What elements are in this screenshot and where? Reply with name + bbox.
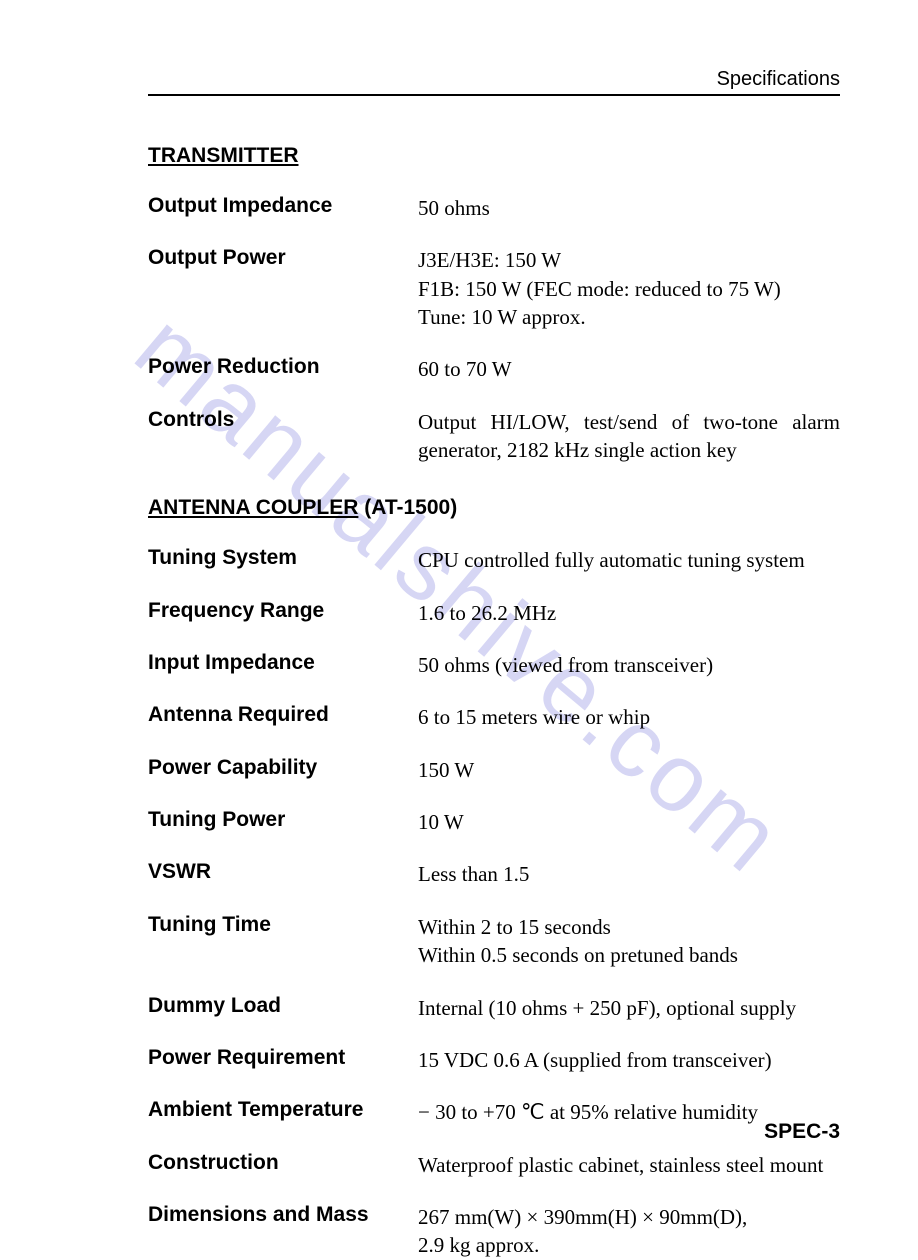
spec-value-line: 60 to 70 W — [418, 355, 840, 383]
spec-row-antenna-required: Antenna Required 6 to 15 meters wire or … — [148, 703, 840, 731]
spec-label: Power Requirement — [148, 1046, 418, 1070]
spec-value-line: J3E/H3E: 150 W — [418, 246, 840, 274]
spec-row-tuning-time: Tuning Time Within 2 to 15 seconds Withi… — [148, 913, 840, 970]
spec-label: Dimensions and Mass — [148, 1203, 418, 1227]
spec-label: VSWR — [148, 860, 418, 884]
spec-value: 60 to 70 W — [418, 355, 840, 383]
section-title-rest: (AT-1500) — [358, 496, 457, 519]
spec-value: 50 ohms — [418, 194, 840, 222]
spec-row-output-impedance: Output Impedance 50 ohms — [148, 194, 840, 222]
spec-value-line: F1B: 150 W (FEC mode: reduced to 75 W) — [418, 275, 840, 303]
spec-label: Frequency Range — [148, 599, 418, 623]
spec-value: 10 W — [418, 808, 840, 836]
spec-value-line: 15 VDC 0.6 A (supplied from transceiver) — [418, 1046, 840, 1074]
spec-value-line: Within 0.5 seconds on pretuned bands — [418, 941, 840, 969]
spec-value-line: Output HI/LOW, test/send of two-tone ala… — [418, 408, 840, 465]
spec-row-power-capability: Power Capability 150 W — [148, 756, 840, 784]
spec-value: 6 to 15 meters wire or whip — [418, 703, 840, 731]
spec-row-dimensions-mass: Dimensions and Mass 267 mm(W) × 390mm(H)… — [148, 1203, 840, 1260]
spec-label: Input Impedance — [148, 651, 418, 675]
spec-row-frequency-range: Frequency Range 1.6 to 26.2 MHz — [148, 599, 840, 627]
spec-row-input-impedance: Input Impedance 50 ohms (viewed from tra… — [148, 651, 840, 679]
spec-row-power-reduction: Power Reduction 60 to 70 W — [148, 355, 840, 383]
spec-value-line: 50 ohms — [418, 194, 840, 222]
spec-value-line: 2.9 kg approx. — [418, 1231, 840, 1259]
spec-value-line: 150 W — [418, 756, 840, 784]
spec-row-construction: Construction Waterproof plastic cabinet,… — [148, 1151, 840, 1179]
spec-value: 1.6 to 26.2 MHz — [418, 599, 840, 627]
spec-label: Tuning System — [148, 546, 418, 570]
spec-label: Ambient Temperature — [148, 1098, 418, 1122]
spec-label: Controls — [148, 408, 418, 432]
page-footer: SPEC-3 — [764, 1120, 840, 1144]
spec-value: J3E/H3E: 150 W F1B: 150 W (FEC mode: red… — [418, 246, 840, 331]
spec-label: Output Impedance — [148, 194, 418, 218]
section-title-underline: ANTENNA COUPLER — [148, 496, 358, 519]
spec-value: Output HI/LOW, test/send of two-tone ala… — [418, 408, 840, 465]
spec-value-line: 6 to 15 meters wire or whip — [418, 703, 840, 731]
spec-row-power-requirement: Power Requirement 15 VDC 0.6 A (supplied… — [148, 1046, 840, 1074]
spec-row-tuning-power: Tuning Power 10 W — [148, 808, 840, 836]
spec-label: Power Capability — [148, 756, 418, 780]
spec-value: Within 2 to 15 seconds Within 0.5 second… — [418, 913, 840, 970]
spec-value: 150 W — [418, 756, 840, 784]
spec-row-controls: Controls Output HI/LOW, test/send of two… — [148, 408, 840, 465]
spec-value-line: 267 mm(W) × 390mm(H) × 90mm(D), — [418, 1203, 840, 1231]
spec-value-line: CPU controlled fully automatic tuning sy… — [418, 546, 840, 574]
section-title-transmitter: TRANSMITTER — [148, 144, 840, 168]
spec-row-vswr: VSWR Less than 1.5 — [148, 860, 840, 888]
spec-value: 15 VDC 0.6 A (supplied from transceiver) — [418, 1046, 840, 1074]
page-header: Specifications — [148, 68, 840, 96]
spec-value-line: 10 W — [418, 808, 840, 836]
spec-row-output-power: Output Power J3E/H3E: 150 W F1B: 150 W (… — [148, 246, 840, 331]
spec-label: Tuning Power — [148, 808, 418, 832]
spec-value-line: Internal (10 ohms + 250 pF), optional su… — [418, 994, 840, 1022]
spec-value: CPU controlled fully automatic tuning sy… — [418, 546, 840, 574]
spec-row-ambient-temperature: Ambient Temperature − 30 to +70 ℃ at 95%… — [148, 1098, 840, 1126]
spec-value: Internal (10 ohms + 250 pF), optional su… — [418, 994, 840, 1022]
header-right-text: Specifications — [717, 68, 840, 91]
spec-label: Output Power — [148, 246, 418, 270]
spec-label: Dummy Load — [148, 994, 418, 1018]
spec-value: 50 ohms (viewed from transceiver) — [418, 651, 840, 679]
spec-value-line: Within 2 to 15 seconds — [418, 913, 840, 941]
spec-value: 267 mm(W) × 390mm(H) × 90mm(D), 2.9 kg a… — [418, 1203, 840, 1260]
page: Specifications TRANSMITTER Output Impeda… — [0, 0, 918, 1188]
spec-value-line: 1.6 to 26.2 MHz — [418, 599, 840, 627]
spec-label: Tuning Time — [148, 913, 418, 937]
spec-label: Power Reduction — [148, 355, 418, 379]
section-title-coupler: ANTENNA COUPLER (AT-1500) — [148, 496, 840, 520]
spec-value-line: Waterproof plastic cabinet, stainless st… — [418, 1151, 840, 1179]
section-title-underline: TRANSMITTER — [148, 144, 299, 167]
spec-label: Construction — [148, 1151, 418, 1175]
spec-value-line: 50 ohms (viewed from transceiver) — [418, 651, 840, 679]
spec-row-dummy-load: Dummy Load Internal (10 ohms + 250 pF), … — [148, 994, 840, 1022]
spec-label: Antenna Required — [148, 703, 418, 727]
spec-value: Less than 1.5 — [418, 860, 840, 888]
spec-row-tuning-system: Tuning System CPU controlled fully autom… — [148, 546, 840, 574]
spec-value: Waterproof plastic cabinet, stainless st… — [418, 1151, 840, 1179]
spec-value-line: Tune: 10 W approx. — [418, 303, 840, 331]
spec-value-line: Less than 1.5 — [418, 860, 840, 888]
